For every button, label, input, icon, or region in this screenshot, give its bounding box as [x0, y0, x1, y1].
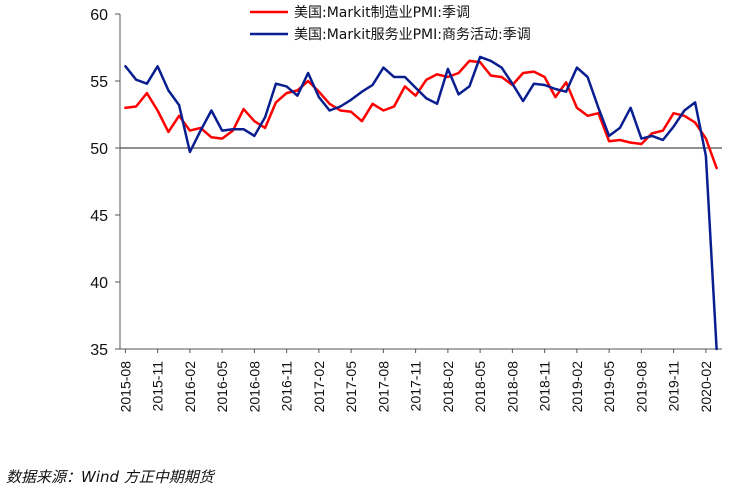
x-tick-label: 2020-02 — [698, 361, 714, 413]
x-tick-label: 2017-02 — [311, 361, 327, 413]
series-group — [124, 55, 718, 351]
x-tick-label: 2019-05 — [601, 361, 617, 413]
x-tick-label: 2018-02 — [440, 361, 456, 413]
x-tick-label: 2018-11 — [537, 361, 553, 412]
x-tick-label: 2018-08 — [504, 361, 520, 413]
x-tick-label: 2015-08 — [117, 361, 133, 413]
x-tick-label: 2016-02 — [182, 361, 198, 413]
y-tick-label: 50 — [90, 141, 108, 158]
y-tick-label: 60 — [90, 7, 108, 24]
x-tick-label: 2019-02 — [569, 361, 585, 413]
x-tick-label: 2017-08 — [375, 361, 391, 413]
y-axis: 35 40 45 50 55 60 — [90, 7, 121, 359]
series-line-1 — [124, 59, 718, 170]
x-tick-label: 2018-05 — [472, 361, 488, 413]
x-tick-label: 2017-11 — [408, 361, 424, 412]
source-note: 数据来源：Wind 方正中期期货 — [6, 468, 214, 486]
x-tick-label: 2015-11 — [150, 361, 166, 412]
y-tick-label: 35 — [90, 342, 108, 359]
y-tick-label: 40 — [90, 275, 108, 292]
x-tick-label: 2019-11 — [666, 361, 682, 412]
x-tick-label: 2016-11 — [279, 361, 295, 412]
x-tick-label: 2019-08 — [633, 361, 649, 413]
legend-label-2: 美国:Markit服务业PMI:商务活动:季调 — [294, 27, 531, 43]
legend-label-1: 美国:Markit制造业PMI:季调 — [294, 5, 470, 21]
x-tick-label: 2016-08 — [246, 361, 262, 413]
x-axis: 2015-08 2015-11 2016-02 2016-05 2016-08 2016-… — [117, 348, 722, 413]
series-line-2 — [124, 55, 718, 351]
x-tick-label: 2016-05 — [214, 361, 230, 413]
y-tick-label: 55 — [90, 74, 108, 91]
legend: 美国:Markit制造业PMI:季调美国:Markit服务业PMI:商务活动:季… — [250, 5, 531, 43]
y-tick-label: 45 — [90, 208, 108, 225]
x-tick-label: 2017-05 — [343, 361, 359, 413]
